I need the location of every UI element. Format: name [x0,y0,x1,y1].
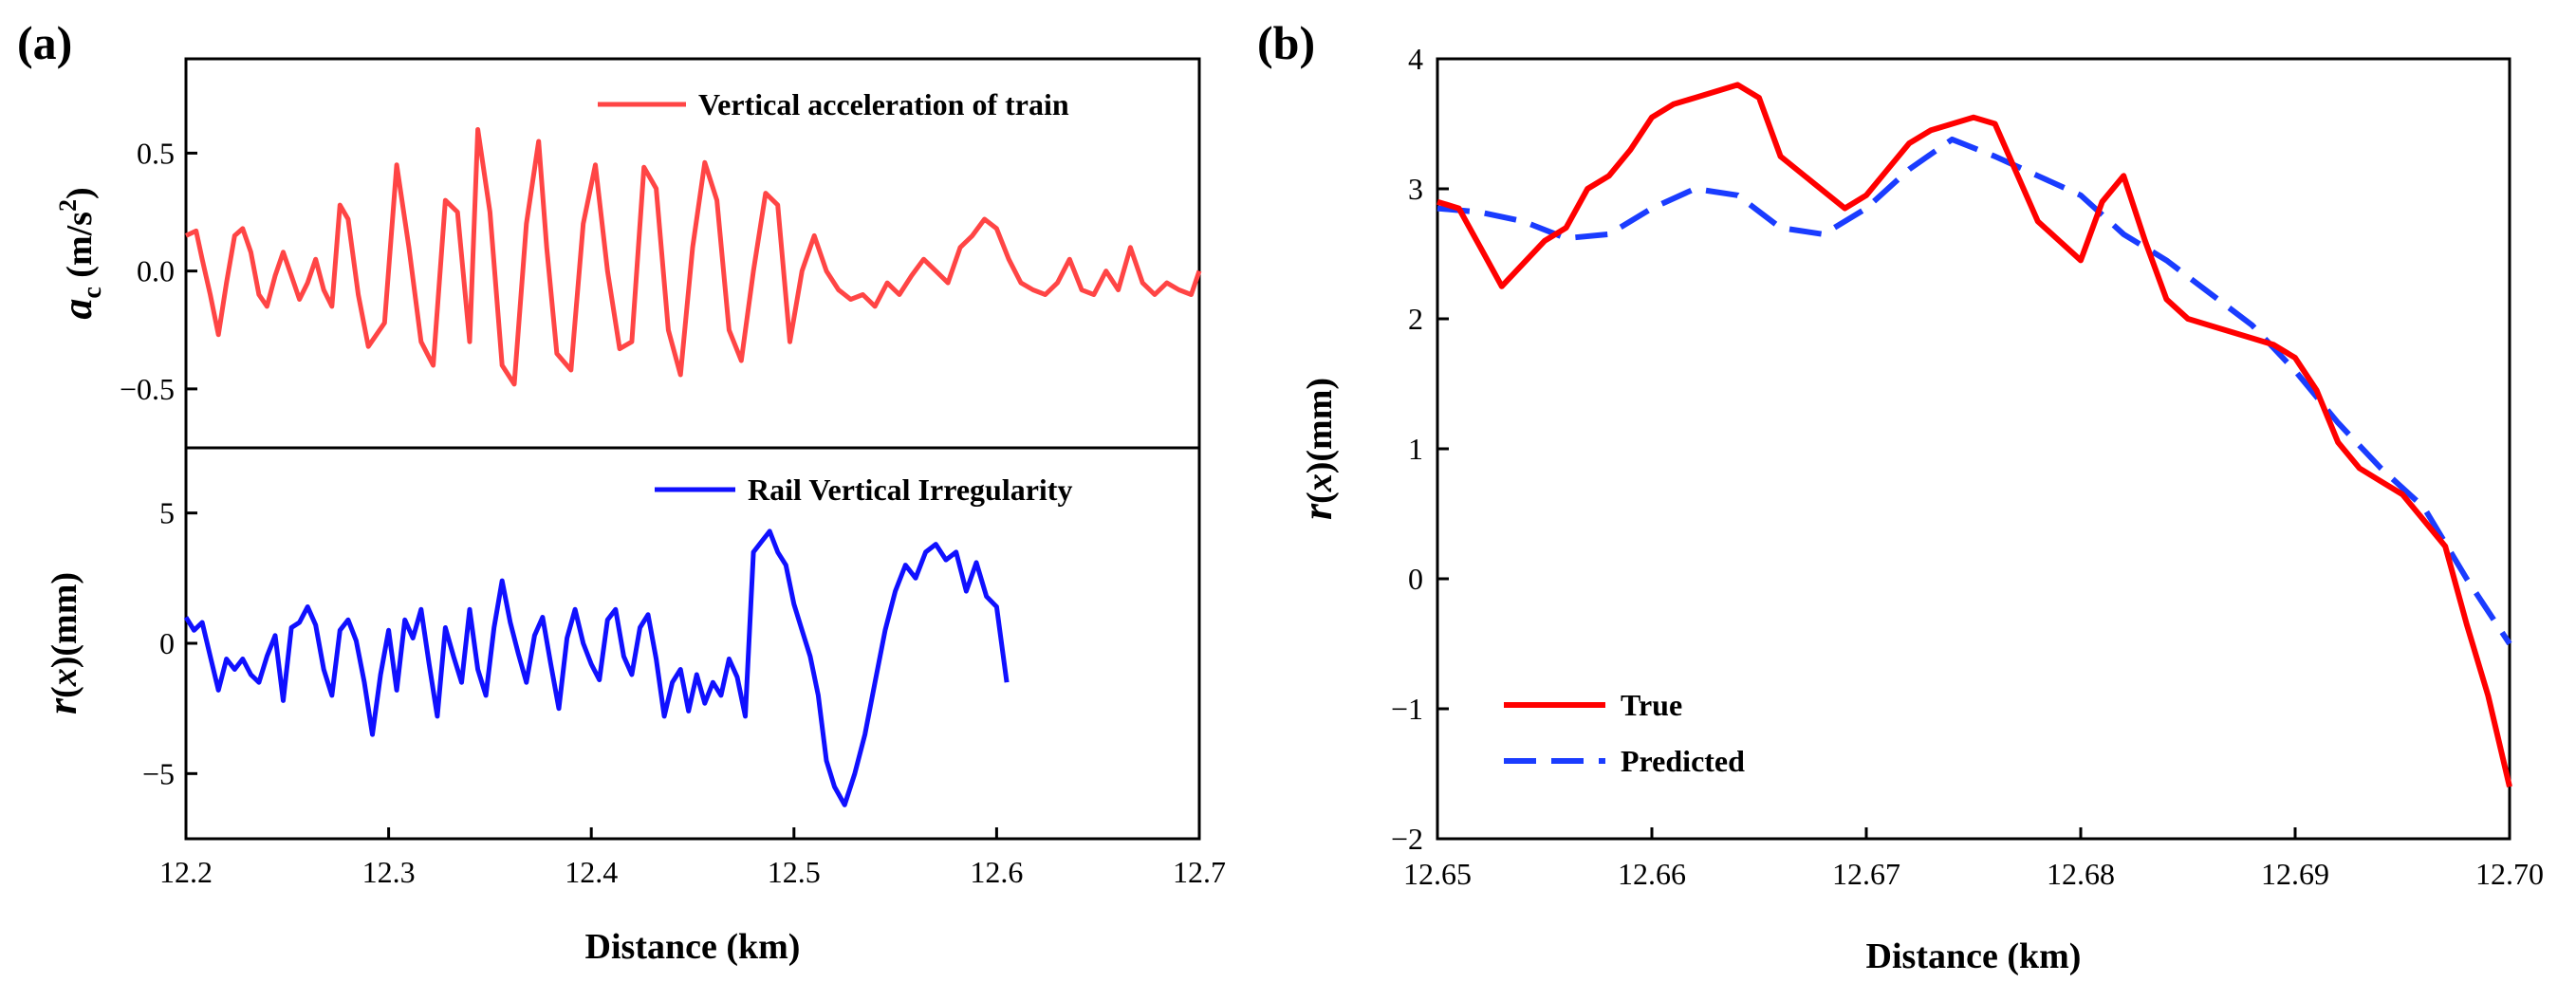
panel-a-top-y-tick-label: −0.5 [120,372,175,406]
panel-a-label: (a) [17,16,72,69]
panel-b-label: (b) [1257,16,1315,69]
series-line-vertical-acceleration [184,127,1202,387]
panel-b-y-tick-label: 3 [1408,172,1423,206]
panel-a-bottom-y-axis-label: r(x)(mm) [39,572,85,714]
panel-a-bottom-y-tick-label: 0 [159,626,175,660]
panel-a-x-tick-label: 12.5 [768,855,821,889]
series-line-predicted [1436,136,2512,646]
panel-b-x-tick-label: 12.70 [2475,857,2544,891]
panel-a-top-subplot: 0.5 0.0 −0.5 Vertical acceleration of trai… [54,57,1202,450]
panel-a-x-tick-label: 12.3 [362,855,416,889]
panel-b-plot: 4 3 2 1 0 −1 −2 12.65 12.66 12.67 12.68 12.69 12.70… [1294,42,2544,976]
panel-a-bottom-y-ticks: 5 0 −5 [142,496,197,790]
panel-a-top-y-tick-label: 0.0 [137,254,175,288]
panel-b-y-tick-label: 4 [1408,42,1423,76]
panel-b-x-tick-label: 12.67 [1832,857,1900,891]
panel-b-y-axis-label: r(x)(mm) [1294,378,1341,520]
legend-label-vertical-acceleration: Vertical acceleration of train [698,87,1069,121]
series-line-true [1436,82,2512,788]
panel-b-frame [1436,57,2511,841]
legend-label-predicted: Predicted [1621,744,1745,778]
panel-a-top-y-ticks: 0.5 0.0 −0.5 [120,136,197,406]
panel-b-x-ticks: 12.65 12.66 12.67 12.68 12.69 12.70 [1403,827,2544,891]
panel-a-x-axis-label: Distance (km) [585,927,801,967]
panel-a-x-tick-label: 12.2 [159,855,213,889]
panel-b-x-tick-label: 12.65 [1403,857,1472,891]
panel-a-bottom-y-tick-label: 5 [159,496,175,530]
panel-b-y-tick-label: −1 [1391,692,1423,726]
panel-b-y-tick-label: 2 [1408,302,1423,336]
series-line-rail-irregularity [183,528,1010,807]
legend-label-true: True [1621,688,1682,722]
panel-b-y-ticks: 4 3 2 1 0 −1 −2 [1391,42,1449,856]
panel-a-bottom-y-tick-label: −5 [142,756,175,790]
panel-b-x-tick-label: 12.68 [2047,857,2115,891]
panel-b-x-tick-label: 12.66 [1618,857,1686,891]
panel-a-x-tick-label: 12.6 [970,855,1023,889]
panel-b-y-tick-label: −2 [1391,822,1423,856]
panel-a-top-y-tick-label: 0.5 [137,136,175,170]
legend-label-rail-irregularity: Rail Vertical Irregularity [748,473,1072,507]
panel-a-bottom-subplot: 5 0 −5 12.2 12.3 12.4 12.5 12.6 12.7 Rail Verti… [39,446,1226,967]
panel-b-y-tick-label: 0 [1408,562,1423,596]
panel-b-x-tick-label: 12.69 [2261,857,2329,891]
panel-a-x-tick-label: 12.4 [565,855,618,889]
panel-a-top-y-axis-label: ac (m/s2) [54,187,107,319]
panel-a-x-tick-label: 12.7 [1173,855,1226,889]
panel-a-x-ticks: 12.2 12.3 12.4 12.5 12.6 12.7 [159,827,1226,889]
panel-b-x-axis-label: Distance (km) [1866,936,2082,976]
panel-b-y-tick-label: 1 [1408,432,1423,466]
